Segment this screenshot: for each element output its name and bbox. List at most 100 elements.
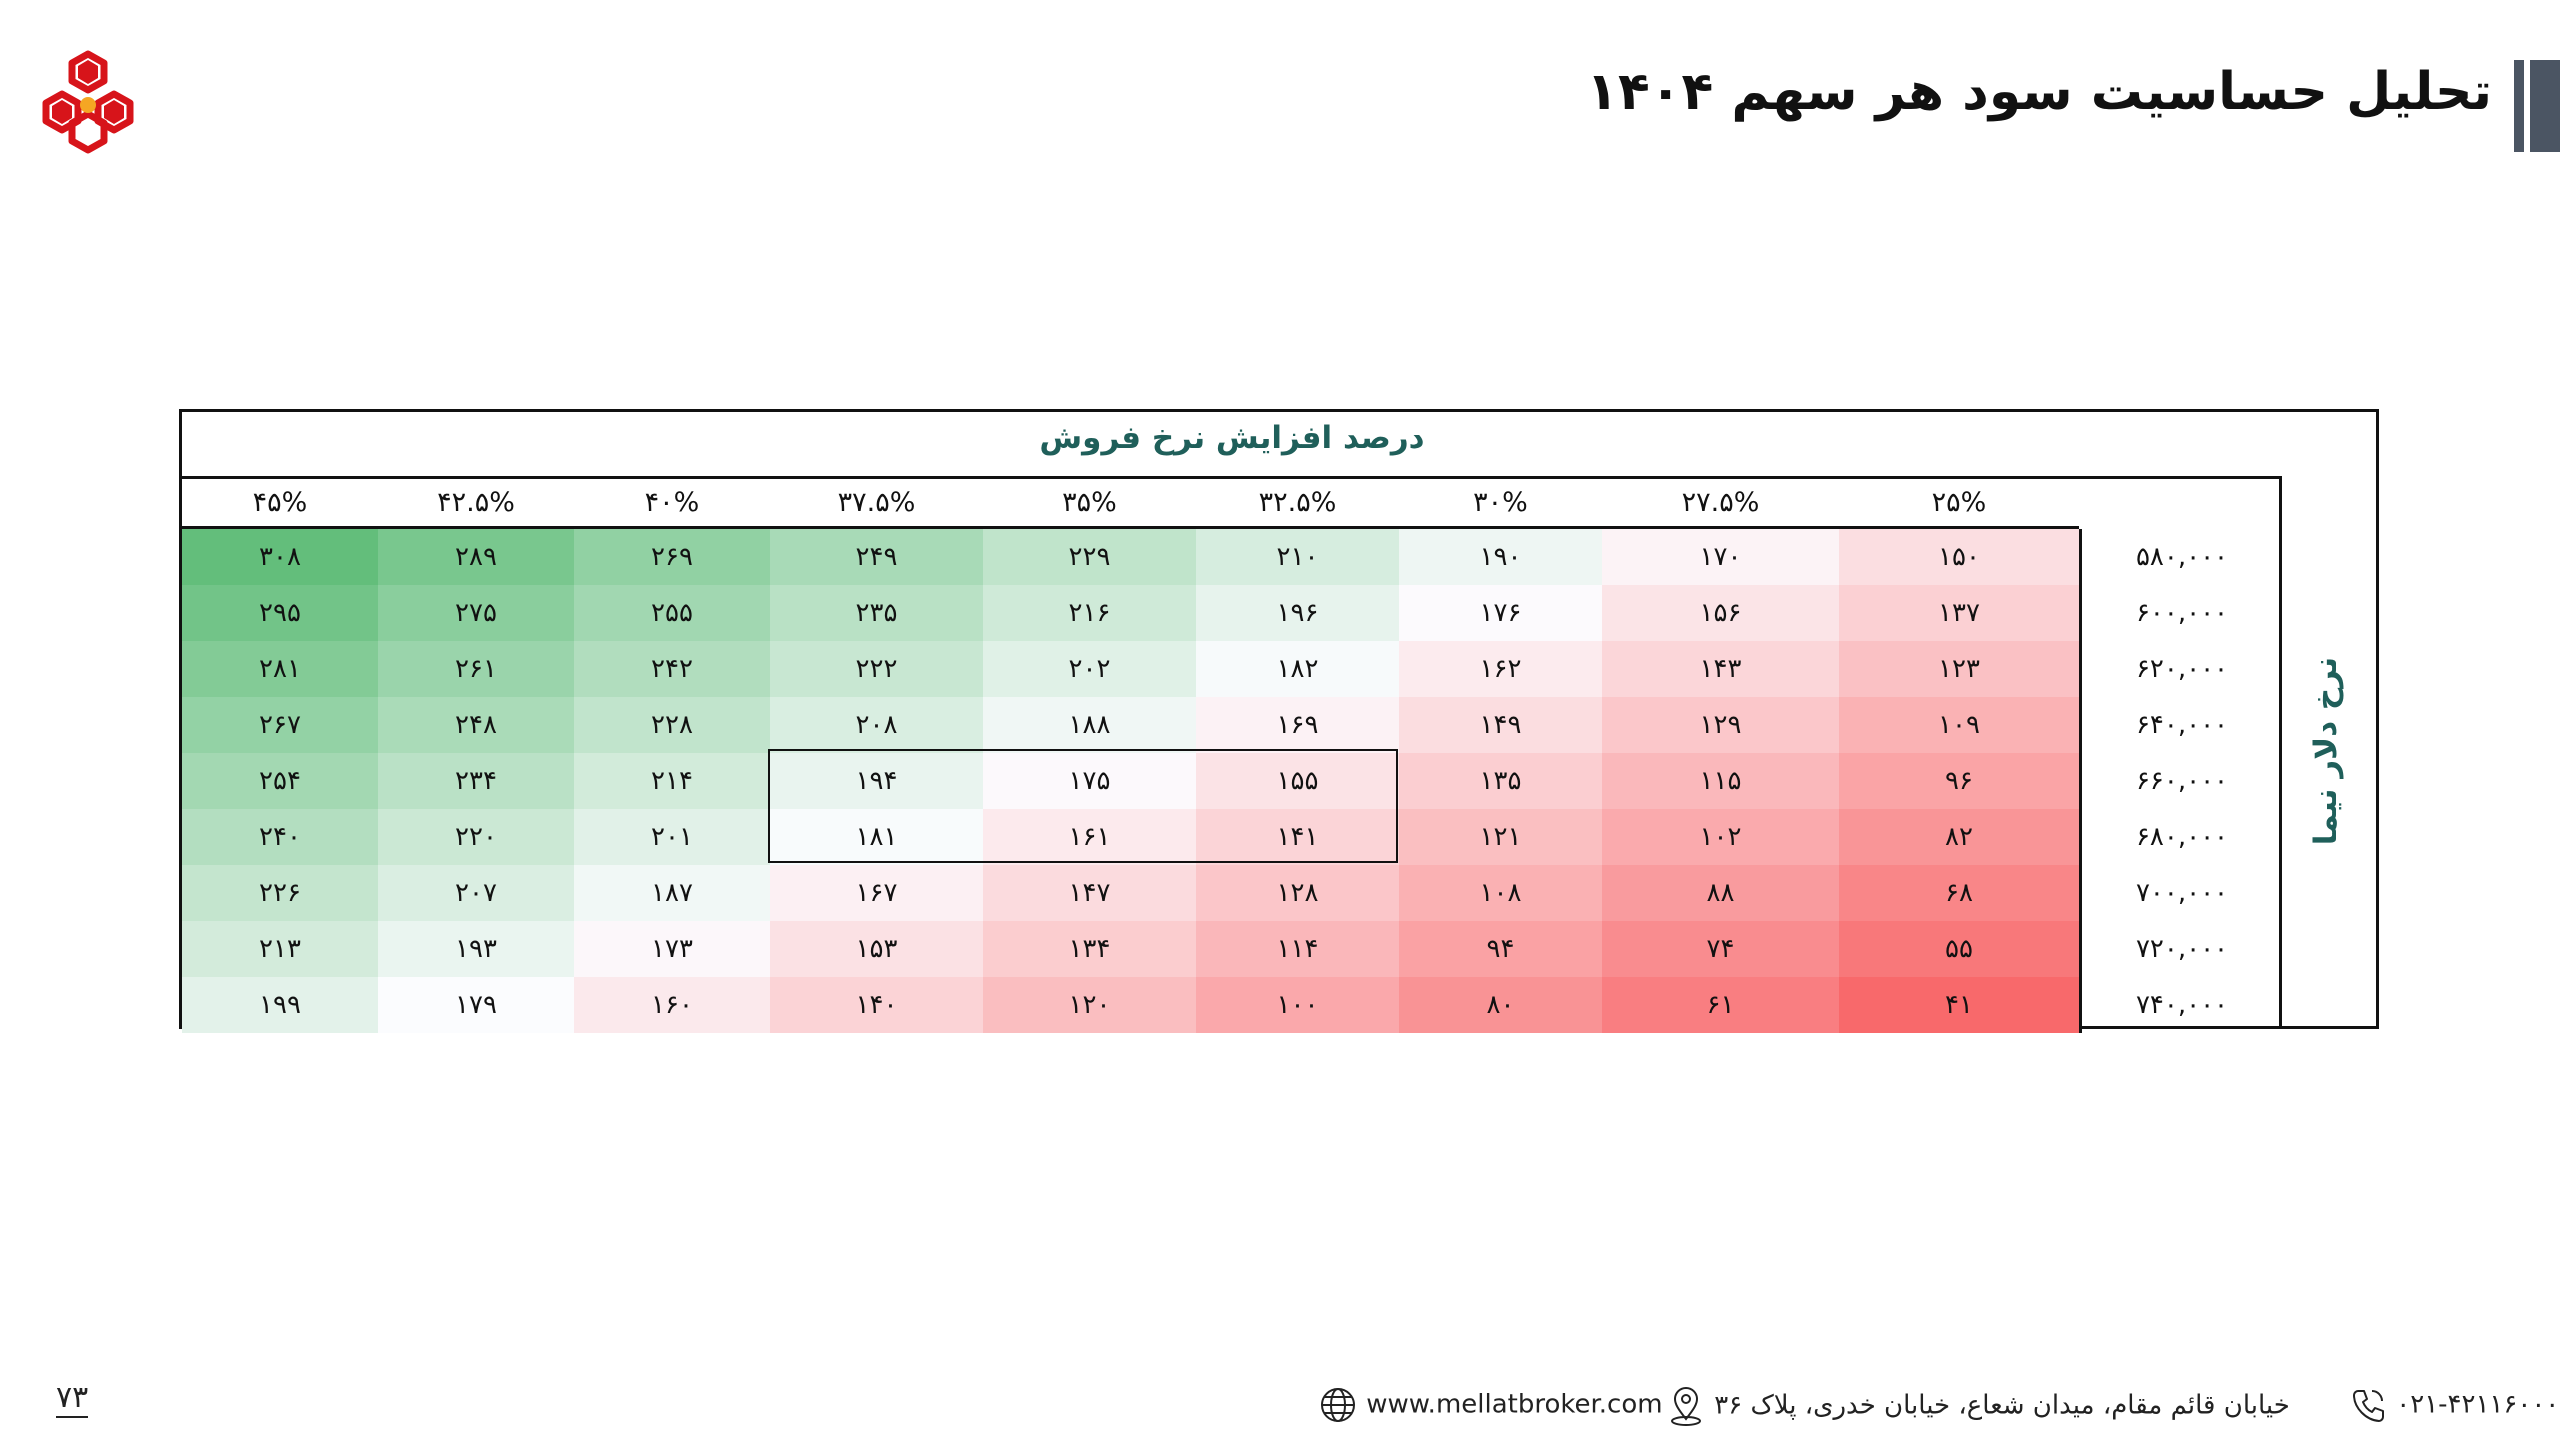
column-header: ۴۵% <box>182 479 378 529</box>
row-header: ۶۴۰,۰۰۰ <box>2079 697 2282 753</box>
address-text: خیابان قائم مقام، میدان شعاع، خیابان خدر… <box>1714 1390 2290 1421</box>
table-cell: ۲۹۵ <box>182 585 378 641</box>
table-cell: ۱۶۹ <box>1196 697 1399 753</box>
table-cell: ۸۲ <box>1839 809 2079 865</box>
table-cell: ۲۵۵ <box>574 585 770 641</box>
table-cell: ۶۸ <box>1839 865 2079 921</box>
table-cell: ۲۴۲ <box>574 641 770 697</box>
table-cell: ۱۲۹ <box>1602 697 1839 753</box>
row-axis-title: نرخ دلار نیما <box>2308 656 2345 846</box>
column-header: ۳۰% <box>1399 479 1602 529</box>
table-cell: ۱۸۲ <box>1196 641 1399 697</box>
table-cell: ۱۶۲ <box>1399 641 1602 697</box>
footer-address: خیابان قائم مقام، میدان شعاع، خیابان خدر… <box>1666 1385 2290 1427</box>
table-cell: ۹۶ <box>1839 753 2079 809</box>
table-cell: ۵۵ <box>1839 921 2079 977</box>
table-cell: ۱۷۹ <box>378 977 574 1033</box>
page-number: ۷۳ <box>56 1380 89 1418</box>
title-accent-bar <box>2514 60 2560 152</box>
row-header: ۵۸۰,۰۰۰ <box>2079 529 2282 585</box>
table-cell: ۱۳۴ <box>983 921 1196 977</box>
table-cell: ۱۲۸ <box>1196 865 1399 921</box>
row-header: ۷۲۰,۰۰۰ <box>2079 921 2282 977</box>
table-cell: ۲۸۱ <box>182 641 378 697</box>
table-cell: ۱۲۰ <box>983 977 1196 1033</box>
table-cell: ۴۱ <box>1839 977 2079 1033</box>
table-cell: ۲۳۵ <box>770 585 983 641</box>
row-header: ۶۶۰,۰۰۰ <box>2079 753 2282 809</box>
table-cell: ۲۳۴ <box>378 753 574 809</box>
table-cell: ۱۲۳ <box>1839 641 2079 697</box>
table-cell: ۲۰۷ <box>378 865 574 921</box>
column-axis-title: درصد افزایش نرخ فروش <box>1039 420 1425 456</box>
table-cell: ۲۶۷ <box>182 697 378 753</box>
table-cell: ۱۲۱ <box>1399 809 1602 865</box>
table-cell: ۲۰۲ <box>983 641 1196 697</box>
table-cell: ۱۰۲ <box>1602 809 1839 865</box>
table-cell: ۲۵۴ <box>182 753 378 809</box>
column-header: ۴۲.۵% <box>378 479 574 529</box>
table-cell: ۷۴ <box>1602 921 1839 977</box>
globe-icon <box>1321 1388 1355 1422</box>
sensitivity-table: درصد افزایش نرخ فروش نرخ دلار نیما ۴۵% ۴۲… <box>179 409 2379 1033</box>
table-cell: ۱۵۰ <box>1839 529 2079 585</box>
website-link[interactable]: www.mellatbroker.com <box>1366 1389 1663 1420</box>
sensitivity-grid: ۴۵% ۴۲.۵% ۴۰% ۳۷.۵% ۳۵% ۳۲.۵% ۳۰% ۲۷.۵% ۲۵% ۳۰۸ ۲۸… <box>182 476 2282 1033</box>
column-header: ۳۷.۵% <box>770 479 983 529</box>
table-cell: ۱۹۴ <box>770 753 983 809</box>
row-header: ۷۰۰,۰۰۰ <box>2079 865 2282 921</box>
table-cell: ۲۱۳ <box>182 921 378 977</box>
footer-website[interactable]: www.mellatbroker.com <box>1318 1385 1663 1425</box>
footer-phone[interactable]: ۰۲۱-۴۲۱۱۶۰۰۰ <box>2348 1385 2559 1425</box>
table-cell: ۱۰۹ <box>1839 697 2079 753</box>
table-cell: ۱۵۳ <box>770 921 983 977</box>
table-cell: ۱۱۴ <box>1196 921 1399 977</box>
table-cell: ۲۲۸ <box>574 697 770 753</box>
table-cell: ۱۵۵ <box>1196 753 1399 809</box>
row-header: ۶۲۰,۰۰۰ <box>2079 641 2282 697</box>
table-cell: ۱۴۹ <box>1399 697 1602 753</box>
table-cell: ۱۶۰ <box>574 977 770 1033</box>
table-cell: ۱۳۷ <box>1839 585 2079 641</box>
row-header: ۶۸۰,۰۰۰ <box>2079 809 2282 865</box>
table-cell: ۱۴۰ <box>770 977 983 1033</box>
table-cell: ۱۱۵ <box>1602 753 1839 809</box>
table-cell: ۱۴۳ <box>1602 641 1839 697</box>
table-cell: ۱۸۷ <box>574 865 770 921</box>
table-cell: ۲۲۶ <box>182 865 378 921</box>
column-header: ۳۵% <box>983 479 1196 529</box>
table-cell: ۱۰۰ <box>1196 977 1399 1033</box>
table-cell: ۲۱۰ <box>1196 529 1399 585</box>
table-cell: ۸۸ <box>1602 865 1839 921</box>
table-cell: ۱۶۷ <box>770 865 983 921</box>
table-cell: ۱۴۱ <box>1196 809 1399 865</box>
table-cell: ۱۹۹ <box>182 977 378 1033</box>
table-cell: ۶۱ <box>1602 977 1839 1033</box>
table-cell: ۱۸۱ <box>770 809 983 865</box>
row-header: ۷۴۰,۰۰۰ <box>2079 977 2282 1033</box>
table-cell: ۲۶۱ <box>378 641 574 697</box>
table-cell: ۱۷۰ <box>1602 529 1839 585</box>
table-cell: ۱۶۱ <box>983 809 1196 865</box>
company-logo <box>42 50 134 154</box>
table-cell: ۲۰۱ <box>574 809 770 865</box>
table-cell: ۱۸۸ <box>983 697 1196 753</box>
phone-number[interactable]: ۰۲۱-۴۲۱۱۶۰۰۰ <box>2396 1389 2560 1420</box>
table-cell: ۱۵۶ <box>1602 585 1839 641</box>
table-cell: ۲۲۰ <box>378 809 574 865</box>
table-cell: ۱۳۵ <box>1399 753 1602 809</box>
table-cell: ۸۰ <box>1399 977 1602 1033</box>
table-cell: ۱۴۷ <box>983 865 1196 921</box>
table-cell: ۲۴۸ <box>378 697 574 753</box>
table-cell: ۲۷۵ <box>378 585 574 641</box>
column-header: ۴۰% <box>574 479 770 529</box>
table-cell: ۲۰۸ <box>770 697 983 753</box>
table-cell: ۲۶۹ <box>574 529 770 585</box>
table-cell: ۲۲۲ <box>770 641 983 697</box>
table-cell: ۲۴۰ <box>182 809 378 865</box>
column-header: ۳۲.۵% <box>1196 479 1399 529</box>
table-cell: ۱۹۶ <box>1196 585 1399 641</box>
page-title: تحلیل حساسیت سود هر سهم ۱۴۰۴ <box>1586 62 2492 122</box>
table-cell: ۱۷۳ <box>574 921 770 977</box>
table-cell: ۳۰۸ <box>182 529 378 585</box>
